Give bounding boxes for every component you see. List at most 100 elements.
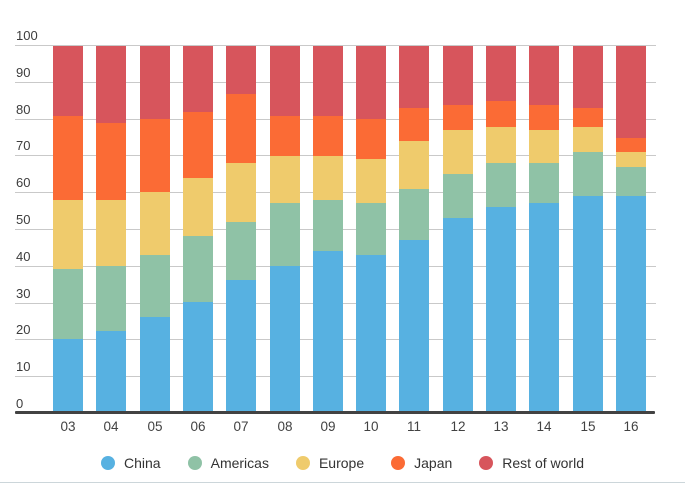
legend-item-china[interactable]: China	[101, 455, 161, 471]
x-axis-tick-label: 12	[450, 419, 466, 434]
legend-item-americas[interactable]: Americas	[187, 455, 269, 471]
bar-segment-rest-of-world-06[interactable]	[183, 46, 213, 112]
bar-segment-japan-08[interactable]	[270, 115, 300, 156]
bar-segment-china-11[interactable]	[399, 239, 429, 412]
bar-segment-china-13[interactable]	[486, 207, 516, 412]
bar-segment-americas-04[interactable]	[96, 265, 126, 332]
bar-segment-europe-04[interactable]	[96, 199, 126, 266]
bar-segment-europe-15[interactable]	[573, 126, 603, 153]
y-axis-tick-label: 80	[16, 102, 31, 117]
bar-14	[529, 46, 559, 412]
bar-segment-china-16[interactable]	[616, 196, 646, 412]
bar-segment-rest-of-world-12[interactable]	[443, 46, 473, 105]
bar-segment-europe-14[interactable]	[529, 130, 559, 164]
bar-segment-china-07[interactable]	[226, 280, 256, 412]
bar-segment-japan-07[interactable]	[226, 93, 256, 164]
bar-segment-japan-11[interactable]	[399, 108, 429, 142]
bar-segment-japan-03[interactable]	[53, 115, 83, 200]
bar-segment-china-05[interactable]	[140, 316, 170, 412]
y-axis-tick-label: 90	[16, 65, 31, 80]
bar-segment-china-06[interactable]	[183, 302, 213, 412]
bar-segment-americas-05[interactable]	[140, 254, 170, 317]
bar-segment-china-15[interactable]	[573, 196, 603, 412]
bar-segment-americas-16[interactable]	[616, 166, 646, 197]
bar-segment-japan-09[interactable]	[313, 115, 343, 156]
bar-segment-china-08[interactable]	[270, 265, 300, 412]
bar-segment-americas-10[interactable]	[356, 203, 386, 255]
bar-segment-china-09[interactable]	[313, 250, 343, 412]
bar-segment-rest-of-world-14[interactable]	[529, 46, 559, 105]
bar-segment-rest-of-world-09[interactable]	[313, 46, 343, 116]
bar-segment-europe-09[interactable]	[313, 155, 343, 200]
bar-segment-japan-06[interactable]	[183, 111, 213, 178]
legend-dot-icon	[391, 456, 406, 470]
bar-segment-japan-13[interactable]	[486, 100, 516, 127]
legend-item-label: Rest of world	[502, 455, 584, 471]
legend-item-japan[interactable]: Japan	[391, 455, 452, 471]
bar-segment-japan-04[interactable]	[96, 122, 126, 200]
bar-segment-europe-05[interactable]	[140, 192, 170, 255]
bar-segment-rest-of-world-11[interactable]	[399, 46, 429, 109]
bar-segment-americas-11[interactable]	[399, 188, 429, 240]
bar-segment-rest-of-world-16[interactable]	[616, 46, 646, 138]
bar-segment-americas-15[interactable]	[573, 152, 603, 197]
bar-segment-rest-of-world-15[interactable]	[573, 46, 603, 109]
bar-10	[356, 46, 386, 412]
bar-15	[573, 46, 603, 412]
bar-07	[226, 46, 256, 412]
bar-segment-japan-10[interactable]	[356, 119, 386, 160]
x-axis-tick-label: 10	[363, 419, 379, 434]
bar-06	[183, 46, 213, 412]
bar-segment-europe-07[interactable]	[226, 163, 256, 222]
bar-segment-rest-of-world-13[interactable]	[486, 46, 516, 101]
legend-item-europe[interactable]: Europe	[295, 455, 364, 471]
bar-04	[96, 46, 126, 412]
bar-segment-europe-12[interactable]	[443, 130, 473, 175]
bar-segment-rest-of-world-10[interactable]	[356, 46, 386, 120]
bar-segment-china-12[interactable]	[443, 218, 473, 412]
bar-segment-japan-14[interactable]	[529, 104, 559, 131]
bar-segment-americas-13[interactable]	[486, 163, 516, 208]
legend-item-rest-of-world[interactable]: Rest of world	[479, 455, 584, 471]
bar-segment-rest-of-world-07[interactable]	[226, 46, 256, 94]
bar-segment-europe-06[interactable]	[183, 177, 213, 237]
bar-13	[486, 46, 516, 412]
bar-segment-rest-of-world-04[interactable]	[96, 46, 126, 123]
bar-segment-rest-of-world-03[interactable]	[53, 46, 83, 116]
y-axis-tick-label: 100	[16, 28, 38, 43]
bar-segment-rest-of-world-08[interactable]	[270, 46, 300, 116]
bar-segment-americas-06[interactable]	[183, 236, 213, 303]
bar-segment-americas-09[interactable]	[313, 199, 343, 251]
bar-segment-americas-14[interactable]	[529, 163, 559, 204]
y-axis-tick-label: 50	[16, 212, 31, 227]
bar-segment-china-03[interactable]	[53, 338, 83, 412]
legend-item-label: Americas	[210, 455, 269, 471]
bar-segment-japan-12[interactable]	[443, 104, 473, 131]
x-axis-tick-label: 15	[580, 419, 596, 434]
bar-segment-china-14[interactable]	[529, 203, 559, 412]
bar-segment-europe-16[interactable]	[616, 152, 646, 167]
bar-segment-europe-03[interactable]	[53, 199, 83, 270]
x-axis-tick-label: 04	[103, 419, 119, 434]
bar-segment-japan-05[interactable]	[140, 119, 170, 193]
legend-dot-icon	[295, 456, 310, 470]
bar-segment-rest-of-world-05[interactable]	[140, 46, 170, 120]
x-axis-tick-label: 05	[147, 419, 163, 434]
bar-segment-americas-12[interactable]	[443, 174, 473, 219]
bar-segment-japan-16[interactable]	[616, 137, 646, 153]
gridline-y-100	[15, 45, 656, 46]
x-axis-tick-label: 11	[406, 419, 421, 434]
bar-segment-china-04[interactable]	[96, 331, 126, 412]
bar-segment-americas-03[interactable]	[53, 269, 83, 339]
bar-segment-europe-13[interactable]	[486, 126, 516, 164]
bar-segment-europe-10[interactable]	[356, 159, 386, 204]
x-axis-line	[15, 411, 655, 414]
bar-03	[53, 46, 83, 412]
bar-segment-europe-08[interactable]	[270, 155, 300, 204]
bar-segment-europe-11[interactable]	[399, 141, 429, 189]
bar-segment-americas-07[interactable]	[226, 221, 256, 281]
bar-segment-china-10[interactable]	[356, 254, 386, 412]
bar-segment-americas-08[interactable]	[270, 203, 300, 266]
y-axis-tick-label: 20	[16, 322, 31, 337]
bar-segment-japan-15[interactable]	[573, 108, 603, 127]
